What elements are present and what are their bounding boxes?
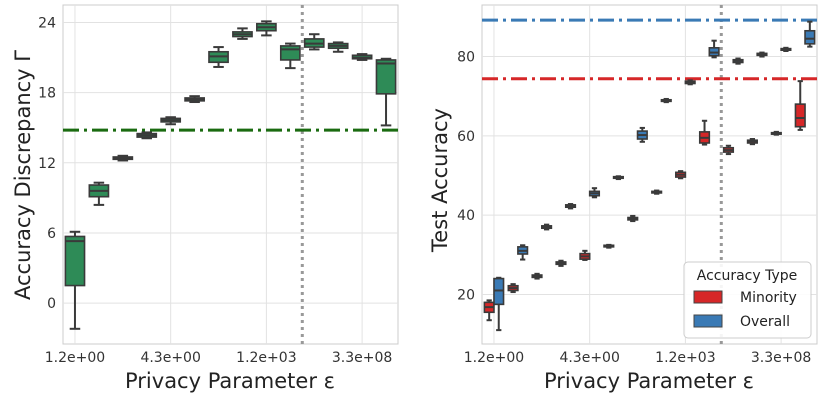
box-overall-12	[780, 46, 792, 52]
y-tick-18: 18	[38, 86, 56, 102]
accuracy-discrepancy-chart: 0 6 12 18 24 1.2e+00 4.3e+00 1.2e+03 3.3e+08 Pr…	[11, 4, 399, 393]
left-x-axis-label: Privacy Parameter ε	[125, 369, 335, 393]
y-tick-40: 40	[457, 208, 475, 224]
y-tick-80: 80	[457, 50, 475, 66]
box-minority-3	[555, 259, 567, 267]
box-minority-12	[770, 130, 782, 136]
box-minority-2	[531, 272, 543, 280]
box-2	[112, 154, 134, 162]
box-body	[64, 235, 86, 287]
x-tick-2: 1.2e+03	[655, 350, 715, 366]
box-overall-9	[708, 39, 720, 59]
box-3	[136, 131, 158, 140]
x-tick-0: 1.2e+00	[464, 350, 524, 366]
box-overall-4	[588, 187, 601, 199]
box-9	[279, 42, 301, 70]
box-overall-0	[493, 276, 505, 332]
left-x-tick-labels: 1.2e+00 4.3e+00 1.2e+03 3.3e+08	[45, 350, 393, 366]
box-overall-13	[804, 20, 816, 48]
box-minority-11	[746, 138, 758, 146]
right-x-axis-label: Privacy Parameter ε	[544, 369, 754, 393]
box-minority-9	[698, 119, 711, 146]
left-plot-area	[62, 4, 399, 345]
right-y-tick-labels: 20 40 60 80	[457, 50, 475, 304]
x-tick-1: 4.3e+00	[559, 350, 619, 366]
right-y-axis-label: Test Accuracy	[428, 108, 452, 253]
box-body	[804, 29, 816, 45]
box-6	[208, 46, 229, 68]
box-body	[375, 59, 397, 95]
box-minority-13	[794, 80, 806, 131]
box-13	[375, 57, 397, 127]
test-accuracy-chart: 20 40 60 80 1.2e+00 4.3e+00 1.2e+03 3.3e+08 Pr…	[428, 4, 818, 393]
box-overall-11	[756, 51, 768, 58]
box-overall-6	[636, 126, 648, 143]
box-overall-3	[564, 203, 577, 210]
box-overall-1	[517, 244, 529, 261]
y-tick-20: 20	[457, 287, 475, 303]
box-5	[184, 95, 205, 104]
right-reference-lines	[482, 18, 817, 81]
y-tick-12: 12	[38, 156, 56, 172]
x-tick-0: 1.2e+00	[45, 350, 105, 366]
box-body	[279, 45, 301, 61]
legend-swatch-minority	[693, 290, 723, 304]
box-overall-5	[612, 175, 624, 181]
y-tick-0: 0	[47, 296, 56, 312]
box-7	[232, 27, 253, 40]
box-overall-8	[684, 79, 696, 86]
box-minority-0	[483, 299, 495, 322]
x-tick-3: 3.3e+08	[751, 350, 811, 366]
left-y-axis-label: Accuracy Discrepancy Γ	[11, 50, 35, 300]
left-y-tick-labels: 0 6 12 18 24	[38, 16, 56, 313]
box-minority-5	[603, 243, 615, 249]
box-minority-6	[627, 214, 639, 223]
left-boxes	[64, 20, 397, 330]
box-minority-10	[722, 144, 735, 156]
right-boxes	[483, 20, 816, 332]
box-8	[256, 20, 277, 37]
y-tick-24: 24	[38, 16, 56, 32]
box-11	[327, 41, 349, 53]
box-overall-2	[541, 223, 553, 231]
x-tick-1: 4.3e+00	[140, 350, 200, 366]
left-grid	[63, 5, 398, 344]
legend-swatch-overall	[693, 314, 723, 328]
box-12	[351, 53, 373, 61]
right-x-tick-labels: 1.2e+00 4.3e+00 1.2e+03 3.3e+08	[464, 350, 812, 366]
x-tick-3: 3.3e+08	[332, 350, 392, 366]
box-body	[794, 103, 806, 128]
box-minority-4	[579, 249, 591, 261]
box-4	[160, 116, 182, 126]
legend-label-overall: Overall	[740, 314, 790, 330]
box-overall-10	[732, 57, 744, 65]
legend: Accuracy Type Minority Overall	[683, 261, 812, 339]
box-minority-7	[651, 189, 663, 195]
box-minority-1	[507, 283, 519, 294]
y-tick-60: 60	[457, 129, 475, 145]
x-tick-2: 1.2e+03	[236, 350, 296, 366]
box-overall-7	[660, 97, 672, 104]
y-tick-6: 6	[47, 226, 56, 242]
legend-label-minority: Minority	[740, 290, 797, 306]
box-minority-8	[675, 170, 687, 180]
legend-title: Accuracy Type	[697, 268, 798, 284]
box-0	[64, 230, 86, 330]
box-10	[303, 33, 325, 51]
box-1	[88, 181, 110, 206]
